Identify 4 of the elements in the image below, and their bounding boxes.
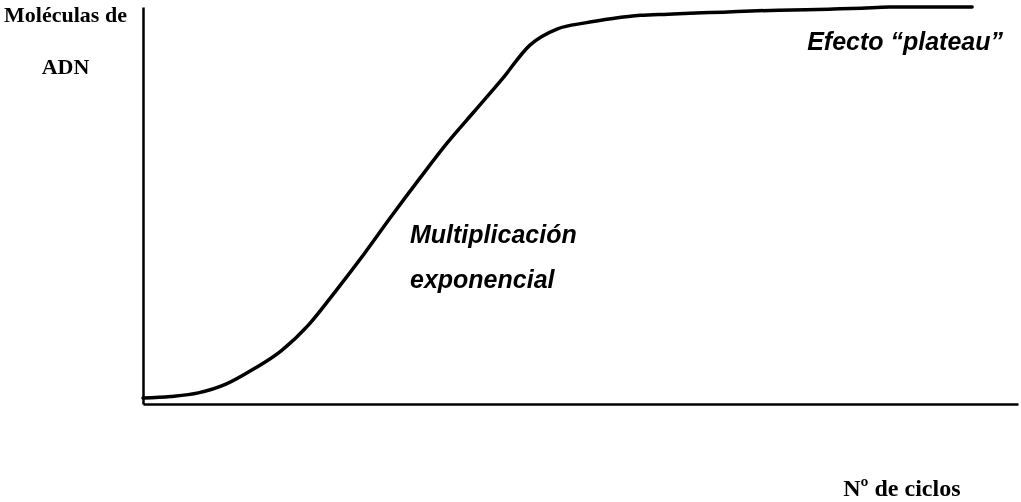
annotation: Efecto “plateau” [807,27,1004,55]
x-axis-title: Nº de ciclos [843,474,961,501]
annotation: Multiplicación exponencial [410,220,577,293]
text: Moléculas de ADN [4,1,127,79]
